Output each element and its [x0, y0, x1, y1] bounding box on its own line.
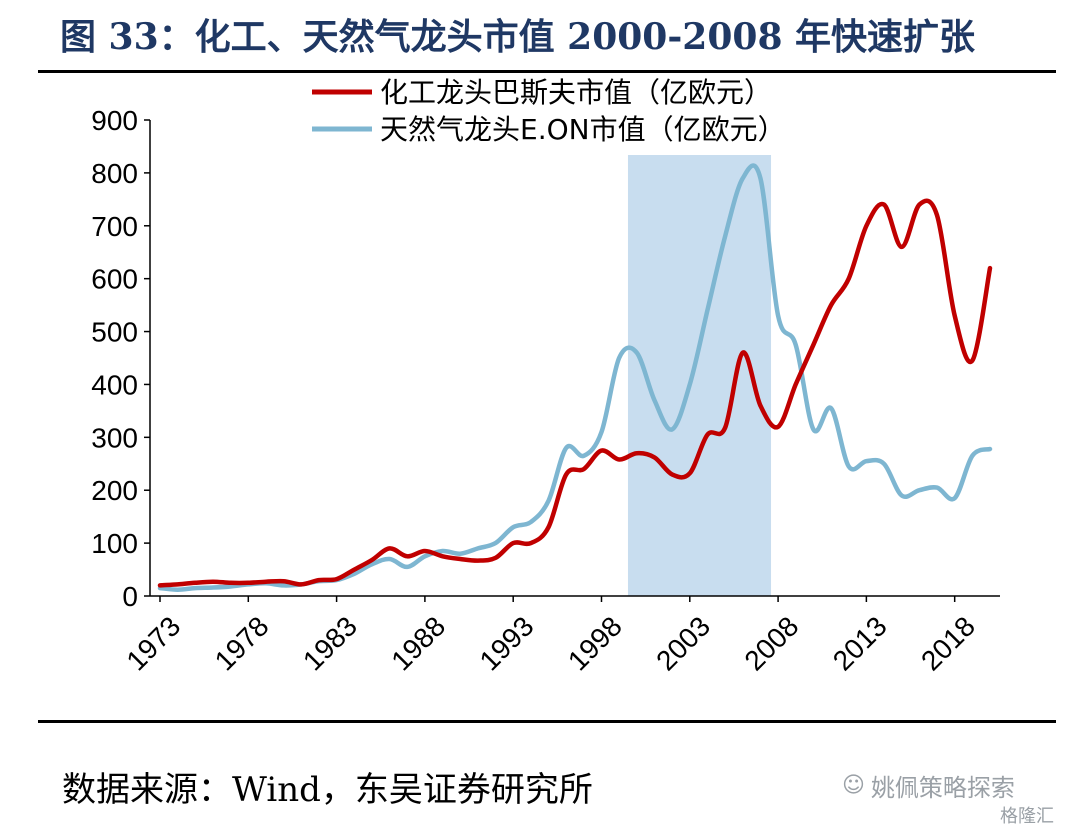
watermark-secondary: 格隆汇 [1000, 806, 1054, 827]
y-tick-label: 300 [91, 422, 138, 453]
highlight-band [627, 155, 772, 596]
x-tick-label: 2008 [738, 610, 804, 676]
x-tick-label: 2003 [650, 610, 716, 676]
series-basf-line [157, 198, 993, 588]
top-rule [38, 70, 1056, 73]
figure-title: 图 33：化工、天然气龙头市值 2000-2008 年快速扩张 [60, 16, 976, 58]
y-tick-label: 500 [91, 317, 138, 348]
x-tick-label: 1998 [562, 610, 628, 676]
watermark-text: 姚佩策略探索 [870, 774, 1015, 802]
x-tick-label: 1978 [209, 610, 275, 676]
source-note: 数据来源：Wind，东吴证券研究所 [62, 770, 593, 810]
y-tick-label: 600 [91, 264, 138, 295]
wechat-icon: ☺ [842, 773, 865, 798]
legend-label-0: 化工龙头巴斯夫市值（亿欧元） [380, 76, 772, 109]
y-tick-label: 700 [91, 211, 138, 242]
watermark: ☺ 姚佩策略探索 [842, 768, 1015, 803]
legend-label-1: 天然气龙头E.ON市值（亿欧元） [380, 113, 786, 146]
x-tick-label: 1973 [120, 610, 186, 676]
y-tick-label: 200 [91, 475, 138, 506]
x-tick-label: 1993 [474, 610, 540, 676]
y-tick-label: 900 [91, 105, 138, 136]
y-tick-label: 800 [91, 158, 138, 189]
y-tick-label: 400 [91, 369, 138, 400]
y-tick-label: 100 [91, 528, 138, 559]
x-tick-label: 1988 [385, 610, 451, 676]
x-tick-label: 1983 [297, 610, 363, 676]
bottom-rule [38, 720, 1056, 723]
y-tick-label: 0 [122, 581, 138, 612]
x-tick-label: 2018 [915, 610, 981, 676]
x-tick-label: 2013 [827, 610, 893, 676]
